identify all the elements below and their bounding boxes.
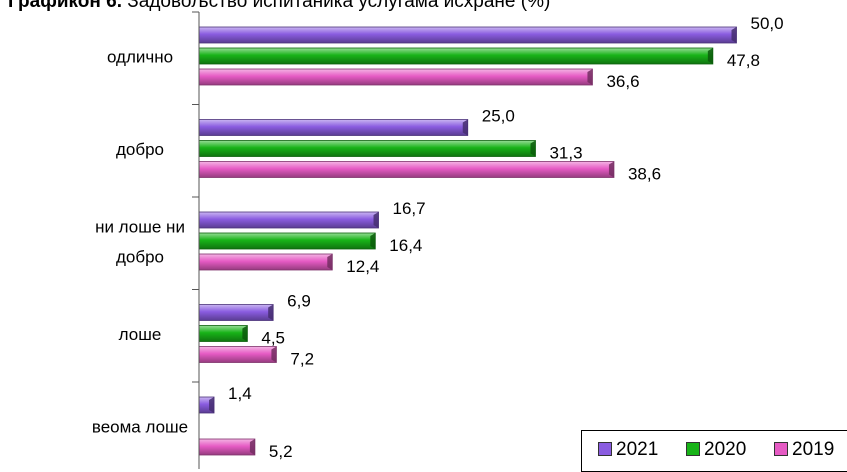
value-label-2019-1: 38,6 xyxy=(628,165,661,184)
legend-swatch-2021 xyxy=(598,442,612,456)
bar-2021-3 xyxy=(198,304,274,321)
bar-2021-1 xyxy=(198,119,469,136)
bar-2019-2 xyxy=(198,253,333,271)
bar-2020-1 xyxy=(198,140,536,157)
bar-cap-2020-0 xyxy=(707,48,713,64)
bar-cap-2020-3 xyxy=(242,325,248,342)
bar-cap-2019-4 xyxy=(249,439,255,455)
bar-2021-0 xyxy=(198,26,737,44)
bar-cap-2021-4 xyxy=(209,397,215,413)
value-label-2020-0: 47,8 xyxy=(727,51,760,70)
category-label-3-0: лоше xyxy=(119,325,162,344)
chart-title-bold: Графикон 6. xyxy=(8,0,122,12)
value-label-2019-4: 5,2 xyxy=(269,442,293,461)
chart-legend: 2021 2020 2019 xyxy=(581,430,847,472)
category-label-2-0: ни лоше ни xyxy=(95,218,185,237)
bar-cap-2020-1 xyxy=(530,140,536,157)
value-label-2021-3: 6,9 xyxy=(287,292,311,311)
value-label-2020-2: 16,4 xyxy=(389,236,422,255)
value-label-2021-0: 50,0 xyxy=(751,14,784,33)
value-label-2021-2: 16,7 xyxy=(393,199,426,218)
value-label-2019-3: 7,2 xyxy=(290,350,314,369)
bar-2019-0 xyxy=(198,68,593,86)
legend-label-2019: 2019 xyxy=(792,439,835,460)
value-label-2020-3: 4,5 xyxy=(261,329,285,348)
bar-cap-2021-2 xyxy=(373,212,379,228)
legend-item-2020: 2020 xyxy=(686,439,746,461)
category-label-1-0: добро xyxy=(116,140,164,159)
bar-cap-2021-0 xyxy=(731,27,737,43)
bar-2020-3 xyxy=(198,325,248,342)
bar-cap-2019-0 xyxy=(587,69,593,85)
category-label-4-0: веома лоше xyxy=(92,418,188,437)
value-label-2019-2: 12,4 xyxy=(346,257,379,276)
bar-2020-0 xyxy=(198,47,714,65)
bar-cap-2021-3 xyxy=(268,304,274,321)
chart-title: Графикон 6. Задовољство испитаника услуг… xyxy=(8,0,550,13)
legend-swatch-2019 xyxy=(774,442,788,456)
bar-2019-4 xyxy=(198,438,256,456)
bar-2019-3 xyxy=(198,346,277,363)
bar-cap-2019-2 xyxy=(327,254,333,270)
bar-cap-2021-1 xyxy=(462,119,468,136)
legend-item-2021: 2021 xyxy=(598,439,658,461)
legend-label-2021: 2021 xyxy=(616,439,659,460)
legend-swatch-2020 xyxy=(686,442,700,456)
legend-item-2019: 2019 xyxy=(774,439,834,461)
bar-2020-2 xyxy=(198,232,376,250)
chart-title-rest: Задовољство испитаника услугама исхране … xyxy=(122,0,551,12)
category-label-2-1: добро xyxy=(116,248,164,267)
value-label-2021-1: 25,0 xyxy=(482,107,515,126)
bar-2021-2 xyxy=(198,211,379,229)
value-label-2021-4: 1,4 xyxy=(228,384,252,403)
value-label-2019-0: 36,6 xyxy=(606,72,639,91)
bar-cap-2019-3 xyxy=(271,346,277,363)
legend-label-2020: 2020 xyxy=(704,439,747,460)
bar-cap-2019-1 xyxy=(608,161,614,178)
bar-cap-2020-2 xyxy=(370,233,376,249)
bar-2019-1 xyxy=(198,161,615,178)
category-label-0-0: одлично xyxy=(107,48,173,67)
value-label-2020-1: 31,3 xyxy=(549,144,582,163)
